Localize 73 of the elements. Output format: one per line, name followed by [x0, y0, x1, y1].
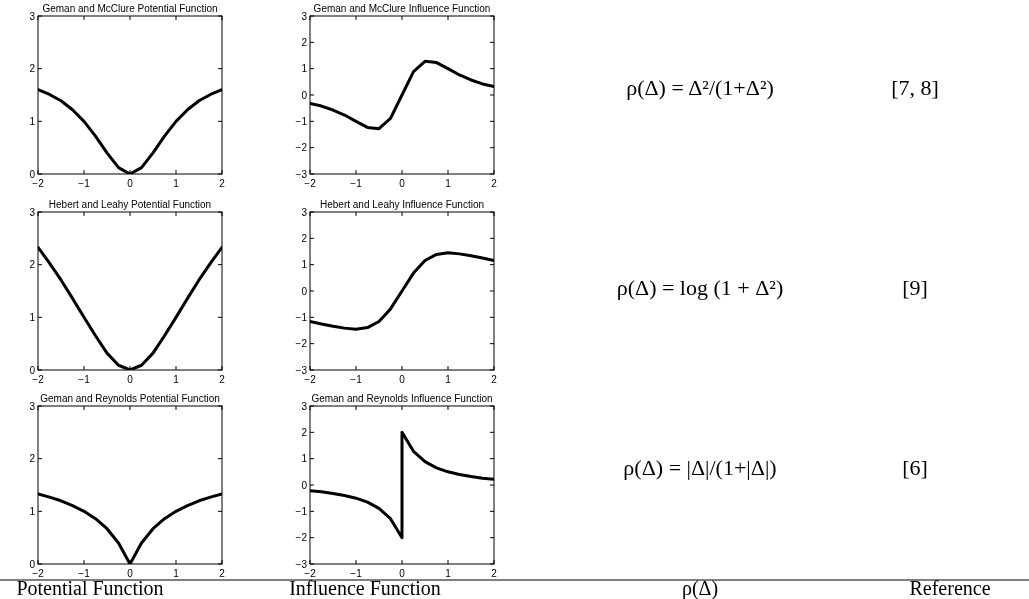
y-tick-label: 1	[301, 63, 308, 75]
x-tick-label: 0	[127, 374, 134, 385]
y-tick-label: 2	[29, 453, 36, 465]
y-tick-label: 0	[29, 364, 36, 376]
text: [7, 8]	[891, 75, 939, 100]
y-tick-label: −1	[295, 505, 308, 517]
x-tick-label: 2	[491, 178, 498, 189]
y-tick-label: 3	[301, 10, 308, 22]
text: [6]	[902, 455, 928, 480]
x-tick-label: 1	[173, 374, 180, 385]
x-tick-label: 2	[219, 178, 226, 189]
x-tick-label: 1	[173, 178, 180, 189]
chart-title: Geman and Reynolds Influence Function	[311, 393, 493, 404]
y-tick-label: 3	[301, 400, 308, 412]
y-tick-label: 3	[29, 400, 36, 412]
y-tick-label: −2	[295, 142, 308, 154]
y-tick-label: 2	[29, 259, 36, 271]
x-tick-label: −1	[350, 178, 363, 189]
y-tick-label: 2	[301, 426, 308, 438]
y-tick-label: −1	[295, 115, 308, 127]
x-tick-label: −1	[350, 374, 363, 385]
y-tick-label: −3	[295, 364, 308, 376]
x-tick-label: 2	[491, 568, 498, 579]
x-tick-label: 0	[127, 178, 134, 189]
y-tick-label: 1	[301, 453, 308, 465]
y-tick-label: −2	[295, 338, 308, 350]
text: ρ(Δ) = log (1 + Δ²)	[616, 275, 784, 300]
y-tick-label: −2	[295, 532, 308, 544]
x-tick-label: −1	[78, 568, 91, 579]
x-tick-label: 1	[445, 374, 452, 385]
chart-title: Hebert and Leahy Potential Function	[48, 199, 212, 210]
x-tick-label: 2	[219, 568, 226, 579]
chart-title: Hebert and Leahy Influence Function	[320, 199, 484, 210]
text: [9]	[902, 275, 928, 300]
text: ρ(Δ) = Δ²/(1+Δ²)	[626, 75, 774, 100]
text: Reference	[909, 577, 991, 599]
y-tick-label: 1	[29, 311, 36, 323]
x-tick-label: −1	[350, 568, 363, 579]
y-tick-label: 0	[301, 89, 308, 101]
y-tick-label: 0	[29, 168, 36, 180]
text: ρ(Δ)	[681, 577, 719, 599]
y-tick-label: −3	[295, 168, 308, 180]
chart-title: Geman and McClure Potential Function	[42, 3, 218, 14]
x-tick-label: 0	[399, 178, 406, 189]
x-tick-label: 0	[399, 374, 406, 385]
y-tick-label: 1	[29, 505, 36, 517]
y-tick-label: −1	[295, 311, 308, 323]
y-tick-label: 2	[301, 232, 308, 244]
text: ρ(Δ) = |Δ|/(1+|Δ|)	[623, 455, 777, 480]
y-tick-label: 0	[29, 558, 36, 570]
y-tick-label: 2	[301, 36, 308, 48]
y-tick-label: 0	[301, 479, 308, 491]
y-tick-label: 1	[301, 259, 308, 271]
y-tick-label: 3	[29, 10, 36, 22]
x-tick-label: 2	[219, 374, 226, 385]
y-tick-label: 3	[29, 206, 36, 218]
x-tick-label: −1	[78, 178, 91, 189]
y-tick-label: 2	[29, 63, 36, 75]
x-tick-label: 2	[491, 374, 498, 385]
x-tick-label: −1	[78, 374, 91, 385]
y-tick-label: −3	[295, 558, 308, 570]
chart-title: Geman and McClure Influence Function	[313, 3, 491, 14]
y-tick-label: 3	[301, 206, 308, 218]
y-tick-label: 0	[301, 285, 308, 297]
x-tick-label: 1	[445, 178, 452, 189]
x-tick-label: 0	[127, 568, 134, 579]
x-tick-label: 1	[445, 568, 452, 579]
x-tick-label: 1	[173, 568, 180, 579]
chart-title: Geman and Reynolds Potential Function	[40, 393, 220, 404]
x-tick-label: 0	[399, 568, 406, 579]
y-tick-label: 1	[29, 115, 36, 127]
text: Influence Function	[289, 577, 441, 599]
text: Potential Function	[16, 577, 164, 599]
